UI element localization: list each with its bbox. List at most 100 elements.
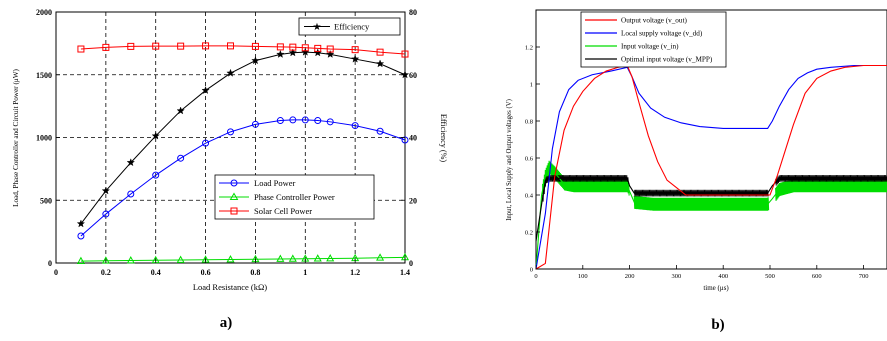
legend-label-local-supply: Local supply voltage (v_dd)	[621, 30, 703, 38]
series-line-0	[80, 51, 406, 225]
data-point-square	[314, 44, 322, 52]
data-point-star	[176, 106, 185, 115]
data-point-star	[151, 131, 160, 140]
data-point-circle	[127, 190, 135, 198]
data-point-triangle	[376, 253, 385, 261]
data-point-star	[251, 56, 260, 65]
x-tick-label: 200	[625, 273, 635, 280]
x-tick-label: 1.2	[350, 268, 360, 277]
y-tick-label-left: 1500	[36, 71, 52, 80]
data-point-circle	[177, 154, 185, 162]
y-tick-label-right: 40	[409, 134, 417, 143]
data-point-circle	[314, 117, 322, 125]
chart-a-legend-efficiency: ★ Efficiency	[298, 17, 401, 36]
x-tick-label: 600	[812, 273, 822, 280]
y-tick-label-right: 60	[409, 71, 417, 80]
x-tick-label: 1.4	[400, 268, 410, 277]
data-point-square	[251, 42, 259, 50]
data-point-circle	[251, 120, 259, 128]
chart-b-legend: Output voltage (v_out) Local supply volt…	[580, 11, 727, 68]
data-point-square	[152, 42, 160, 50]
x-tick-label: 0.4	[151, 268, 161, 277]
legend-label-input-voltage: Input voltage (v_in)	[621, 43, 679, 51]
chart-b-series	[535, 64, 887, 270]
series-line-2	[80, 256, 406, 262]
y-tick-label: 0	[530, 267, 533, 274]
legend-label-solar-cell: Solar Cell Power	[254, 206, 312, 216]
chart-a-xlabel: Load Resistance (kΩ)	[193, 282, 267, 292]
data-point-circle	[276, 117, 284, 125]
data-point-square	[401, 50, 409, 58]
series-line-1	[535, 64, 887, 270]
data-point-triangle	[288, 254, 297, 262]
legend-square-marker-icon	[230, 207, 238, 215]
data-point-square	[301, 44, 309, 52]
data-point-square	[177, 42, 185, 50]
x-tick-label: 0	[54, 268, 58, 277]
chart-b-caption: b)	[711, 317, 724, 333]
y-tick-label-left: 1000	[36, 134, 52, 143]
data-point-triangle	[76, 256, 85, 265]
data-point-star	[326, 49, 335, 58]
chart-a: 0 0.2 0.4 0.6 0.8 1 1.2 1.405001000150020000204…	[12, 8, 448, 331]
x-tick-label: 0	[534, 273, 537, 280]
data-point-triangle	[101, 256, 110, 264]
chart-a-series	[76, 42, 410, 265]
chart-b: 0 100 200 300 400 500 600 70000.20.40.60.811.2 …	[506, 9, 887, 333]
series-line-2	[535, 166, 887, 270]
series-line-3	[80, 45, 406, 55]
chart-b-xlabel: time (μs)	[703, 284, 729, 292]
data-point-circle	[376, 127, 384, 135]
chart-b-ylabel: Input, Local Supply and Output voltages …	[506, 99, 513, 221]
data-point-triangle	[126, 256, 135, 264]
data-point-star	[76, 219, 86, 228]
legend-label-phase-controller: Phase Controller Power	[254, 192, 335, 202]
data-point-triangle	[176, 255, 185, 263]
data-point-square	[227, 42, 234, 50]
data-point-circle	[289, 116, 297, 124]
y-tick-label: 1.2	[525, 45, 533, 52]
data-point-square	[351, 46, 359, 54]
x-tick-label: 400	[718, 273, 728, 280]
data-point-circle	[152, 171, 160, 179]
x-tick-label: 0.6	[201, 268, 211, 277]
data-point-circle	[401, 136, 409, 144]
series-line-0	[535, 64, 887, 270]
y-tick-label-right: 80	[409, 8, 417, 17]
chart-a-ticks: 0 0.2 0.4 0.6 0.8 1 1.2 1.405001000150020000204…	[36, 8, 417, 277]
data-point-square	[202, 42, 210, 50]
legend-label-optimal-input: Optimal input voltage (v_MPP)	[621, 56, 713, 64]
data-point-square	[127, 42, 135, 50]
y-tick-label: 0.6	[525, 156, 534, 163]
legend-box	[580, 11, 727, 68]
x-tick-label: 700	[859, 273, 869, 280]
legend-box	[298, 17, 401, 36]
data-point-triangle	[226, 255, 235, 263]
input-voltage-ripple-1	[633, 195, 770, 211]
chart-a-legend-power: Load Power Phase Controller Power Solar …	[214, 174, 375, 220]
data-point-circle	[227, 128, 234, 136]
data-point-square	[276, 43, 284, 51]
x-tick-label: 100	[578, 273, 588, 280]
data-point-star	[126, 158, 135, 167]
x-tick-label: 300	[672, 273, 682, 280]
x-tick-label: 0.2	[101, 268, 111, 277]
data-point-star	[288, 48, 297, 57]
legend-label-efficiency: Efficiency	[334, 22, 370, 32]
y-tick-label-right: 0	[409, 259, 413, 268]
y-tick-label-left: 0	[48, 259, 52, 268]
y-tick-label-left: 500	[40, 196, 52, 205]
y-tick-label: 0.2	[525, 230, 533, 237]
data-point-star	[101, 186, 111, 195]
data-point-star	[276, 49, 285, 58]
data-point-square	[289, 43, 297, 51]
legend-label-output-voltage: Output voltage (v_out)	[621, 17, 687, 25]
legend-circle-marker-icon	[230, 179, 238, 187]
chart-a-ylabel-right: Efficiency (%)	[439, 114, 448, 163]
legend-star-marker-icon: ★	[313, 22, 322, 33]
chart-b-ticks: 0 100 200 300 400 500 600 700 0 0.2 0.4 0.6 0.8 1 1.2	[525, 45, 869, 281]
data-point-triangle	[276, 254, 285, 262]
data-point-star	[201, 86, 210, 94]
